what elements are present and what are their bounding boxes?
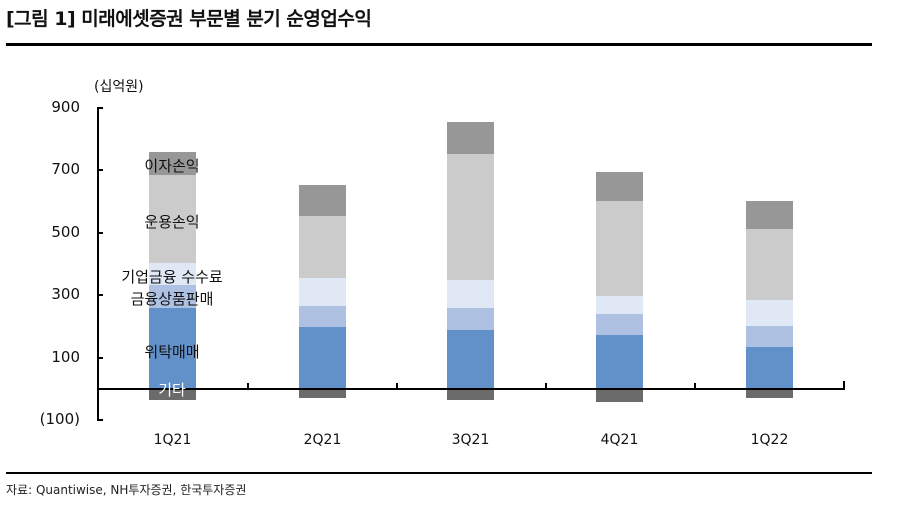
bar-segment xyxy=(596,172,643,201)
bar-segment xyxy=(149,389,196,400)
bar-segment xyxy=(596,389,643,403)
x-tick-label: 1Q22 xyxy=(750,432,789,448)
bar-segment xyxy=(596,314,643,335)
footer-divider xyxy=(6,472,872,474)
y-tick xyxy=(97,356,103,359)
bar-segment xyxy=(746,325,793,347)
bar-segment xyxy=(746,200,793,229)
bar-segment xyxy=(149,308,196,389)
bar-segment xyxy=(746,389,793,399)
x-tick xyxy=(247,383,249,389)
bar-segment xyxy=(746,228,793,301)
y-tick xyxy=(97,169,103,172)
bar-segment xyxy=(299,278,346,307)
bar-segment xyxy=(447,154,494,281)
bar-segment xyxy=(299,215,346,279)
x-tick xyxy=(694,383,696,389)
y-tick-label: 900 xyxy=(51,97,80,116)
y-tick-label: 100 xyxy=(51,347,80,366)
y-axis-unit: (십억원) xyxy=(94,79,144,95)
x-tick-label: 2Q21 xyxy=(303,432,342,448)
bar-segment xyxy=(447,121,494,154)
bar-segment xyxy=(299,185,346,216)
chart-title: [그림 1] 미래에셋증권 부문별 분기 순영업수익 xyxy=(6,8,372,30)
y-tick-label: 500 xyxy=(51,222,80,241)
bar-segment xyxy=(149,174,196,264)
bar-segment xyxy=(149,285,196,309)
y-axis-line xyxy=(97,107,99,422)
bar-segment xyxy=(447,329,494,389)
x-tick-label: 4Q21 xyxy=(600,432,639,448)
bar-segment xyxy=(149,263,196,286)
zero-baseline xyxy=(97,388,845,390)
series-label: 기업금융 수수료 xyxy=(121,268,223,286)
bar-segment xyxy=(596,200,643,297)
x-tick-label: 1Q21 xyxy=(153,432,192,448)
series-label: 운용손익 xyxy=(144,213,200,231)
y-tick xyxy=(97,106,103,109)
y-tick-label: (100) xyxy=(39,410,80,429)
bar-segment xyxy=(746,346,793,389)
y-tick xyxy=(97,294,103,297)
title-divider xyxy=(6,43,872,46)
bar-segment xyxy=(299,389,346,399)
bar-segment xyxy=(596,296,643,315)
y-tick-label: 700 xyxy=(51,160,80,179)
series-label: 금융상품판매 xyxy=(130,290,214,308)
bar-segment xyxy=(447,308,494,330)
bar-segment xyxy=(447,280,494,309)
series-label: 이자손익 xyxy=(144,157,200,175)
x-tick xyxy=(396,383,398,389)
bar-segment xyxy=(299,327,346,389)
bar-segment xyxy=(596,334,643,389)
series-label: 위탁매매 xyxy=(144,343,200,361)
bar-segment xyxy=(447,389,494,400)
x-tick-label: 3Q21 xyxy=(451,432,490,448)
x-axis-end-tick xyxy=(843,381,845,389)
bar-segment xyxy=(746,300,793,326)
source-note: 자료: Quantiwise, NH투자증권, 한국투자증권 xyxy=(6,483,247,497)
bar-segment xyxy=(299,306,346,328)
series-label: 기타 xyxy=(158,381,186,399)
y-tick-label: 300 xyxy=(51,285,80,304)
y-tick xyxy=(97,419,103,422)
bar-segment xyxy=(149,152,196,175)
y-tick xyxy=(97,231,103,234)
x-tick xyxy=(545,383,547,389)
